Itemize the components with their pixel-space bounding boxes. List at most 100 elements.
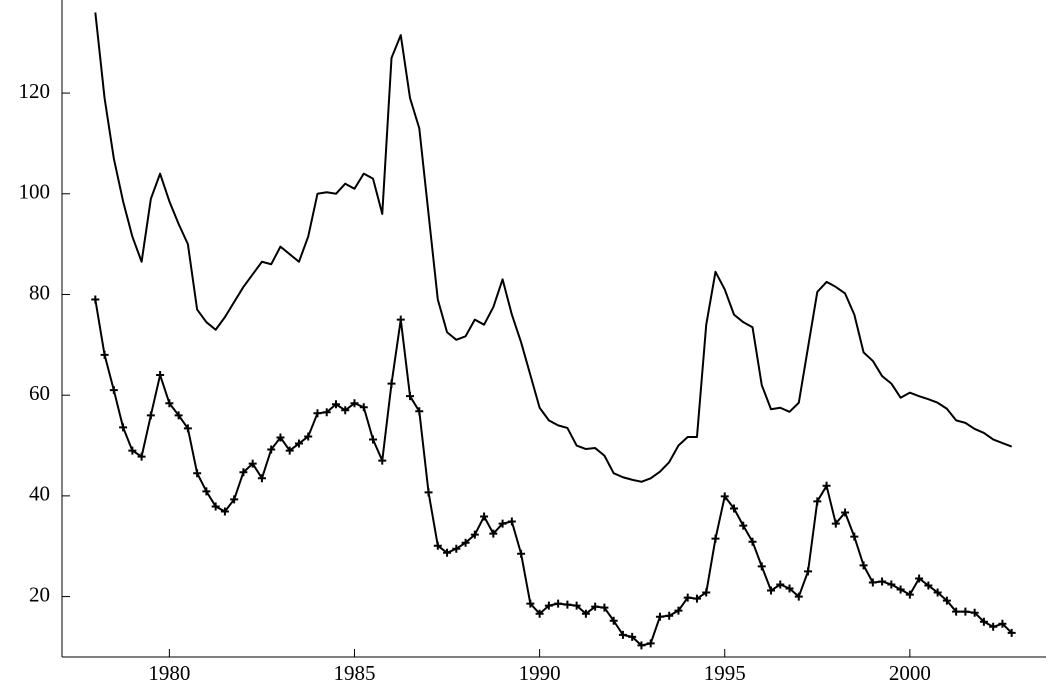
point-marker [887, 580, 896, 589]
point-marker [183, 424, 192, 433]
x-tick-label: 1985 [333, 661, 375, 685]
point-marker [480, 512, 489, 521]
point-marker [933, 588, 942, 597]
point-marker [267, 445, 276, 454]
point-marker [692, 594, 701, 603]
point-marker [609, 616, 618, 625]
point-marker [174, 411, 183, 420]
point-marker [665, 611, 674, 620]
point-marker [591, 602, 600, 611]
point-marker [230, 495, 239, 504]
point-marker [156, 371, 165, 380]
point-marker [119, 423, 128, 432]
point-marker [276, 433, 285, 442]
point-marker [165, 399, 174, 408]
point-marker [850, 532, 859, 541]
point-marker [193, 469, 202, 478]
point-marker [702, 588, 711, 597]
point-marker [341, 406, 350, 415]
point-marker [961, 607, 970, 616]
point-marker [729, 504, 738, 513]
point-marker [128, 446, 137, 455]
point-marker [452, 544, 461, 553]
point-marker [767, 586, 776, 595]
point-marker [655, 612, 664, 621]
point-marker [748, 537, 757, 546]
point-marker [739, 521, 748, 530]
point-marker [554, 599, 563, 608]
point-marker [970, 608, 979, 617]
y-tick-label: 100 [19, 180, 51, 204]
point-marker [100, 350, 109, 359]
series-line [94, 12, 1013, 483]
point-marker [211, 502, 220, 511]
point-marker [285, 446, 294, 455]
point-marker [322, 408, 331, 417]
point-marker [915, 574, 924, 583]
point-marker [628, 632, 637, 641]
point-marker [646, 639, 655, 648]
point-marker [794, 592, 803, 601]
point-marker [91, 295, 100, 304]
x-tick-label: 1980 [148, 661, 190, 685]
y-tick-label: 80 [29, 280, 50, 304]
point-marker [600, 603, 609, 612]
point-marker [109, 386, 118, 395]
point-marker [350, 399, 359, 408]
point-marker [998, 619, 1007, 628]
point-marker [146, 411, 155, 420]
point-marker [137, 452, 146, 461]
point-marker [406, 392, 415, 401]
point-marker [572, 601, 581, 610]
point-marker [720, 492, 729, 501]
x-tick-label: 1990 [519, 661, 561, 685]
point-marker [378, 456, 387, 465]
point-marker [433, 541, 442, 550]
point-marker [544, 601, 553, 610]
point-marker [359, 403, 368, 412]
series-line [94, 299, 1013, 647]
point-marker [979, 617, 988, 626]
point-marker [952, 607, 961, 616]
point-marker [313, 409, 322, 418]
point-marker [369, 435, 378, 444]
point-marker [331, 400, 340, 409]
point-marker [202, 487, 211, 496]
point-marker [757, 562, 766, 571]
point-marker [989, 622, 998, 631]
point-marker [822, 481, 831, 490]
point-marker [637, 641, 646, 650]
y-tick-label: 40 [29, 482, 50, 506]
point-marker [424, 488, 433, 497]
point-marker [859, 561, 868, 570]
point-marker [507, 517, 516, 526]
point-marker [841, 508, 850, 517]
point-marker [396, 315, 405, 324]
point-marker [304, 432, 313, 441]
point-marker [683, 593, 692, 602]
point-marker [804, 567, 813, 576]
point-marker [489, 529, 498, 538]
point-marker [813, 497, 822, 506]
point-marker [517, 549, 526, 558]
point-marker [220, 507, 229, 516]
point-marker [785, 584, 794, 593]
point-marker [942, 596, 951, 605]
point-marker [878, 577, 887, 586]
point-marker [776, 580, 785, 589]
point-marker [461, 538, 470, 547]
y-tick-label: 120 [19, 79, 51, 103]
point-marker [618, 630, 627, 639]
point-marker [526, 599, 535, 608]
point-marker [294, 439, 303, 448]
point-marker [257, 474, 266, 483]
point-marker [443, 548, 452, 557]
point-marker [581, 609, 590, 618]
point-marker [415, 407, 424, 416]
point-marker [387, 379, 396, 388]
point-marker [868, 578, 877, 587]
y-tick-label: 20 [29, 582, 50, 606]
point-marker [831, 519, 840, 528]
